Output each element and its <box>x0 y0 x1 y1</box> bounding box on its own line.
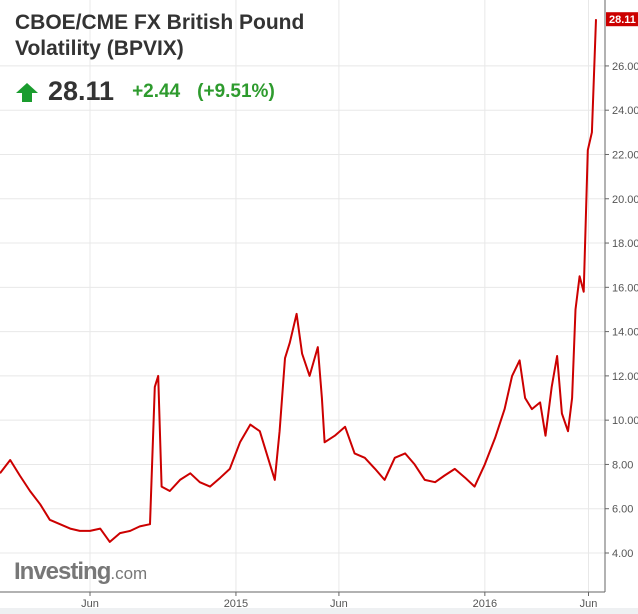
chart-title: CBOE/CME FX British Pound Volatility (BP… <box>15 11 305 60</box>
investing-logo[interactable]: Investing.com <box>14 558 147 586</box>
arrow-up-icon <box>16 82 38 102</box>
y-tick-label: 24.00 <box>612 105 638 117</box>
y-tick-label: 26.00 <box>612 61 638 73</box>
logo-suffix: .com <box>110 564 148 583</box>
x-tick-label: 2015 <box>224 598 248 610</box>
y-tick-label: 6.00 <box>612 504 633 516</box>
y-tick-label: 8.00 <box>612 459 633 471</box>
logo-name: Investing <box>14 558 111 585</box>
x-tick-label: Jun <box>81 598 99 610</box>
grid <box>0 0 605 592</box>
x-tick-label: Jun <box>580 598 598 610</box>
price-change-percent: (+9.51%) <box>197 80 275 102</box>
x-tick-label: Jun <box>330 598 348 610</box>
last-value-tag: 28.11 <box>606 12 638 27</box>
y-tick-label: 20.00 <box>612 194 638 206</box>
y-tick-label: 16.00 <box>612 282 638 294</box>
series-line <box>0 19 597 543</box>
y-tick-label: 14.00 <box>612 327 638 339</box>
y-tick-label: 12.00 <box>612 371 638 383</box>
x-tick-label: 2016 <box>473 598 497 610</box>
last-value-box <box>606 12 638 27</box>
y-tick-label: 22.00 <box>612 149 638 161</box>
y-tick-label: 4.00 <box>612 548 633 560</box>
y-tick-label: 10.00 <box>612 415 638 427</box>
last-price: 28.11 <box>48 76 115 106</box>
footer-bar <box>0 608 638 614</box>
y-tick-label: 18.00 <box>612 238 638 250</box>
quote-row: 28.11 +2.44 (+9.51%) <box>16 76 292 107</box>
price-change: +2.44 <box>132 80 181 102</box>
last-value-label: 28.11 <box>609 14 636 26</box>
